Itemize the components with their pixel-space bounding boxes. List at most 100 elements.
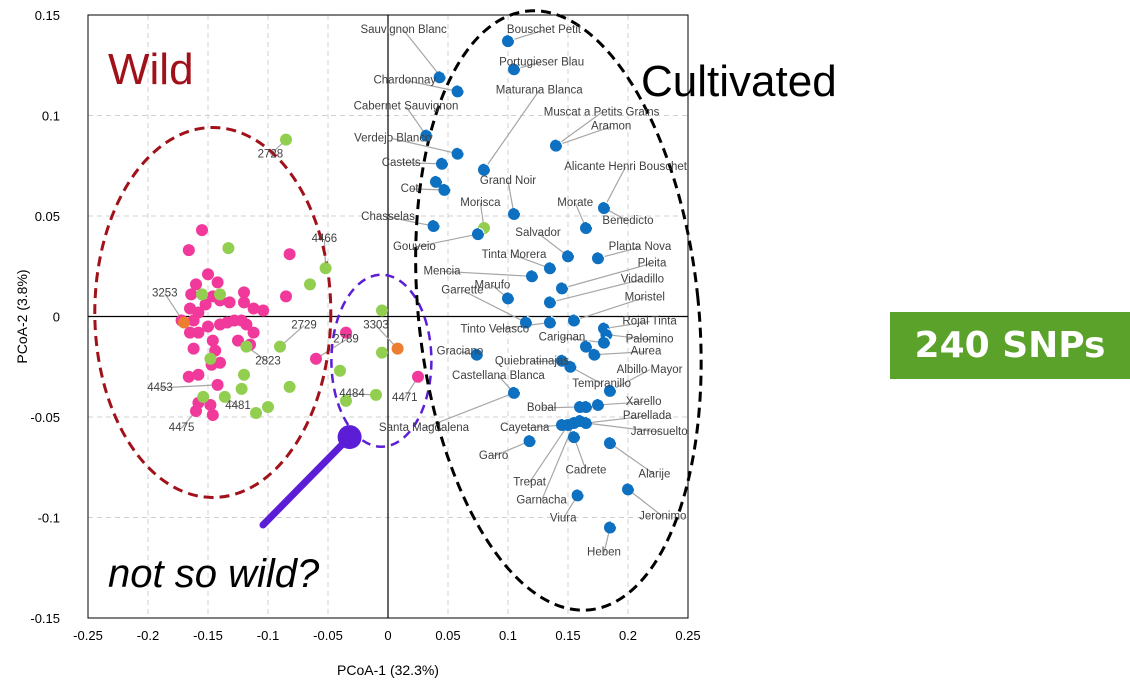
- label-leader: [513, 254, 551, 269]
- label-leader: [441, 270, 533, 277]
- x-axis-title: PCoA-1 (32.3%): [337, 662, 439, 678]
- cultivated-point: [472, 228, 484, 241]
- intermediate-point: [283, 380, 296, 393]
- cultivated-point: [556, 354, 568, 367]
- point-label: Cabernet Sauvignon: [354, 100, 459, 112]
- point-highlight: [595, 348, 602, 354]
- point-label: Bouschet Petit: [507, 24, 582, 36]
- cultivated-point: [592, 252, 604, 265]
- point-highlight: [445, 183, 452, 190]
- group-ellipses: [93, 9, 703, 612]
- orange-point: [391, 342, 404, 355]
- x-tick-label: 0.2: [619, 628, 637, 643]
- point-label: Chasselas: [361, 211, 415, 223]
- cultivated-point: [580, 222, 592, 235]
- cultivated-point: [544, 316, 556, 329]
- point-label: Morisca: [460, 197, 501, 209]
- cultivated-point: [571, 489, 584, 502]
- cultivated-point: [568, 431, 580, 444]
- point-label: 4481: [225, 400, 251, 412]
- point-label: Moristel: [625, 291, 665, 303]
- point-label: Tempranillo: [572, 378, 631, 390]
- point-label: Trepat: [513, 476, 547, 488]
- point-label: Bobal: [527, 402, 556, 414]
- point-label: Graciano: [437, 346, 484, 358]
- point-highlight: [436, 175, 443, 182]
- wild-point: [185, 288, 198, 301]
- point-highlight: [434, 219, 441, 226]
- intermediate-point: [196, 288, 208, 301]
- label-leader: [529, 424, 569, 483]
- wild-ellipse: [93, 125, 333, 499]
- label-leader: [403, 29, 441, 76]
- point-label: 4484: [339, 388, 365, 400]
- cultivated-point: [568, 314, 580, 327]
- point-label: Heben: [587, 547, 621, 559]
- point-label: 2729: [291, 320, 317, 332]
- wild-point: [340, 326, 352, 339]
- point-highlight: [610, 520, 617, 527]
- wild-point: [196, 224, 208, 237]
- point-label: 4475: [169, 422, 195, 434]
- cultivated-point: [598, 201, 610, 214]
- y-tick-label: -0.15: [30, 611, 60, 626]
- label-leader: [493, 440, 530, 457]
- point-label: Morate: [557, 197, 593, 209]
- wild-point: [184, 326, 196, 339]
- label-leader: [524, 424, 563, 429]
- y-tick-label: 0.15: [35, 8, 60, 23]
- point-highlight: [574, 313, 581, 320]
- x-tick-label: -0.05: [313, 628, 343, 643]
- x-tick-label: 0: [384, 628, 391, 643]
- intermediate-point: [204, 352, 217, 365]
- cultivated-point: [508, 63, 520, 76]
- intermediate-point: [280, 133, 292, 146]
- cultivated-point: [430, 175, 442, 188]
- highlighted-point: [337, 425, 362, 450]
- cultivated-point: [478, 163, 490, 176]
- intermediate-point: [370, 388, 382, 401]
- wild-point: [202, 268, 214, 281]
- cultivated-point: [433, 71, 446, 84]
- cultivated-point: [580, 400, 592, 413]
- cultivated-point: [502, 292, 514, 305]
- point-label: Palomino: [626, 334, 674, 346]
- point-label: Salvador: [515, 227, 561, 239]
- intermediate-point: [240, 340, 253, 353]
- cultivated-point: [556, 282, 568, 295]
- point-highlight: [598, 398, 605, 405]
- point-label: Tinta Morera: [482, 249, 547, 261]
- label-leader: [414, 233, 479, 248]
- wild-point: [206, 334, 219, 347]
- wild-point: [184, 302, 196, 315]
- cultivated-point: [580, 417, 592, 430]
- wild-point: [182, 370, 195, 383]
- point-label: Santa Magdalena: [379, 422, 470, 434]
- cultivated-point: [604, 437, 616, 450]
- point-label: Vidadillo: [621, 273, 664, 285]
- point-label: 2728: [258, 149, 284, 161]
- point-label: Alicante Henri Bouschet: [564, 161, 688, 173]
- wild-point: [240, 318, 253, 331]
- wild-point: [192, 368, 205, 381]
- label-leader: [462, 289, 527, 324]
- wild-point: [238, 286, 250, 299]
- cultivated-point: [562, 250, 574, 263]
- intermediate-point: [262, 400, 274, 413]
- point-highlight: [514, 386, 521, 393]
- x-tick-label: 0.1: [499, 628, 517, 643]
- label-leader: [609, 442, 655, 475]
- point-highlight: [607, 327, 614, 334]
- point-label: 4453: [147, 382, 173, 394]
- point-label: Parellada: [623, 410, 672, 422]
- intermediate-point: [218, 390, 231, 403]
- point-label: Benedicto: [602, 215, 653, 227]
- point-label: Portugieser Blau: [499, 56, 584, 68]
- wild-point: [211, 378, 224, 391]
- label-leader: [423, 392, 515, 429]
- cultivated-point: [508, 207, 520, 220]
- cultivated-point: [598, 336, 610, 349]
- cultivated-point: [622, 483, 634, 496]
- cultivated-point: [438, 183, 451, 196]
